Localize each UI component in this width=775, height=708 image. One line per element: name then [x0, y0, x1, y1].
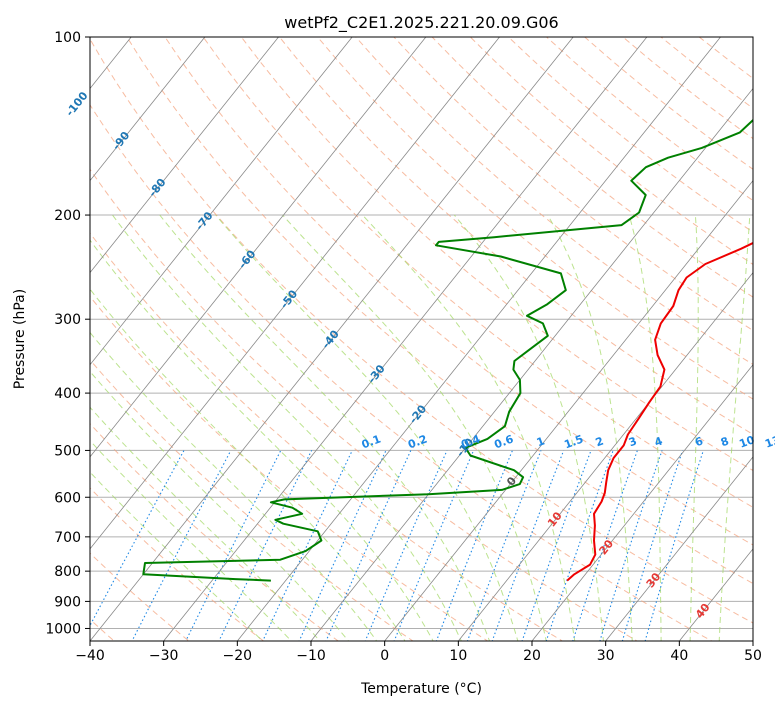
- moist-adiabats: [90, 214, 751, 641]
- plot-frame: [89, 36, 754, 642]
- moist-adiabat-line: [628, 214, 662, 641]
- mixing-ratio-line: [218, 450, 313, 641]
- isotherm-line: [90, 37, 280, 274]
- contour-labels: -100-90-80-70-60-50-40-30-20-10010203040…: [63, 89, 775, 621]
- dry-adiabat-line: [126, 37, 753, 585]
- x-tick-label: −40: [75, 648, 105, 664]
- isotherms: [90, 37, 753, 641]
- dry-adiabat-line: [90, 232, 564, 641]
- mixing-ratio-label: 10: [737, 433, 756, 451]
- y-tick-label: 500: [54, 443, 81, 459]
- moist-adiabat-line: [215, 214, 519, 641]
- isotherm-line: [90, 37, 353, 366]
- mixing-ratio-label: 0.1: [360, 433, 383, 452]
- moist-adiabat-line: [689, 214, 699, 641]
- dry-adiabat-line: [90, 295, 489, 641]
- mixing-ratio-label: 2: [594, 435, 606, 450]
- isotherm-line: [90, 37, 574, 641]
- moist-adiabat-line: [90, 471, 264, 641]
- isotherm-line: [163, 37, 648, 641]
- mixing-ratio-label: 0.4: [459, 432, 482, 451]
- isotherm-line: [90, 37, 501, 550]
- dry-adiabat-line: [355, 37, 753, 366]
- dry-adiabat-line: [90, 487, 265, 641]
- mixing-ratio-label: 0.6: [492, 432, 515, 451]
- y-tick-label: 700: [54, 530, 81, 546]
- mixing-ratio-line: [572, 450, 638, 641]
- isotherm-line: [457, 272, 753, 641]
- moist-adiabat-line: [362, 214, 576, 641]
- mixing-ratio-line: [393, 450, 475, 641]
- y-tick-label: 100: [54, 30, 81, 46]
- y-axis-ticks: 100 200 300 400 500 600 700 800 900 1000: [45, 30, 90, 637]
- x-tick-label: 0: [380, 648, 389, 664]
- y-tick-label: 800: [54, 564, 81, 580]
- x-axis-ticks: −40 −30 −20 −10 0 10 20 30 40 50: [75, 641, 762, 664]
- x-tick-label: −30: [149, 648, 179, 664]
- mixing-ratio-label: 3: [627, 435, 639, 450]
- x-axis-label: Temperature (°C): [360, 681, 482, 697]
- x-tick-label: 10: [449, 648, 467, 664]
- y-tick-label: 400: [54, 386, 81, 402]
- dry-adiabat-line: [90, 104, 713, 641]
- isotherm-line: [310, 87, 753, 641]
- moist-adiabat-line: [90, 370, 350, 641]
- x-tick-label: −20: [223, 648, 253, 664]
- mixing-ratio-line: [545, 450, 614, 641]
- dry-adiabat-line: [316, 37, 753, 400]
- dry-adiabat-line: [202, 37, 753, 508]
- mixing-ratio-label: 1.5: [562, 433, 585, 452]
- x-tick-label: 40: [670, 648, 688, 664]
- dry-adiabat-line: [90, 422, 340, 641]
- sounding-profiles: [142, 118, 753, 582]
- moist-adiabat-line: [453, 214, 605, 641]
- isotherm-line: [90, 37, 206, 182]
- mixing-ratio-label: 0.2: [406, 433, 429, 452]
- isotherm-line: [605, 456, 753, 641]
- dry-adiabat-line: [90, 38, 753, 624]
- x-tick-label: −10: [296, 648, 326, 664]
- x-tick-label: 50: [744, 648, 762, 664]
- x-tick-label: 20: [523, 648, 541, 664]
- y-tick-label: 600: [54, 490, 81, 506]
- moist-adiabat-line: [718, 214, 751, 641]
- moist-adiabat-line: [90, 439, 292, 641]
- plot-area: [90, 37, 753, 641]
- mixing-ratio-label: 8: [719, 435, 731, 450]
- y-tick-label: 200: [54, 208, 81, 224]
- moist-adiabat-line: [547, 214, 633, 641]
- moist-adiabat-line: [90, 406, 321, 641]
- dewpoint-profile: [142, 118, 753, 582]
- mixing-ratio-line: [644, 450, 704, 641]
- y-tick-label: 1000: [45, 621, 81, 637]
- moist-adiabat-line: [90, 288, 406, 641]
- moist-adiabat-line: [282, 214, 547, 641]
- mixing-ratio-label: 6: [693, 434, 705, 449]
- mixing-ratio-label: 13: [763, 433, 775, 450]
- mixing-ratio-label: 1: [535, 435, 547, 450]
- mixing-ratio-label: 4: [653, 434, 665, 449]
- chart-title: wetPf2_C2E1.2025.221.20.09.G06: [284, 13, 558, 33]
- x-tick-label: 30: [597, 648, 615, 664]
- isotherm-line: [90, 37, 427, 458]
- y-axis-label: Pressure (hPa): [12, 289, 28, 389]
- mixing-ratio-line: [90, 450, 185, 627]
- temperature-profile: [566, 241, 753, 582]
- isotherm-line: [531, 364, 753, 641]
- moist-adiabat-line: [90, 239, 434, 641]
- dry-adiabat-line: [431, 37, 753, 298]
- isotherm-line: [384, 179, 753, 641]
- moist-adiabat-line: [112, 214, 462, 641]
- mixing-ratio-line: [325, 450, 412, 641]
- y-tick-label: 300: [54, 312, 81, 328]
- moist-adiabat-line: [90, 331, 378, 641]
- y-tick-label: 900: [54, 594, 81, 610]
- mixing-ratio-line: [621, 450, 684, 641]
- dry-adiabat-line: [90, 359, 414, 641]
